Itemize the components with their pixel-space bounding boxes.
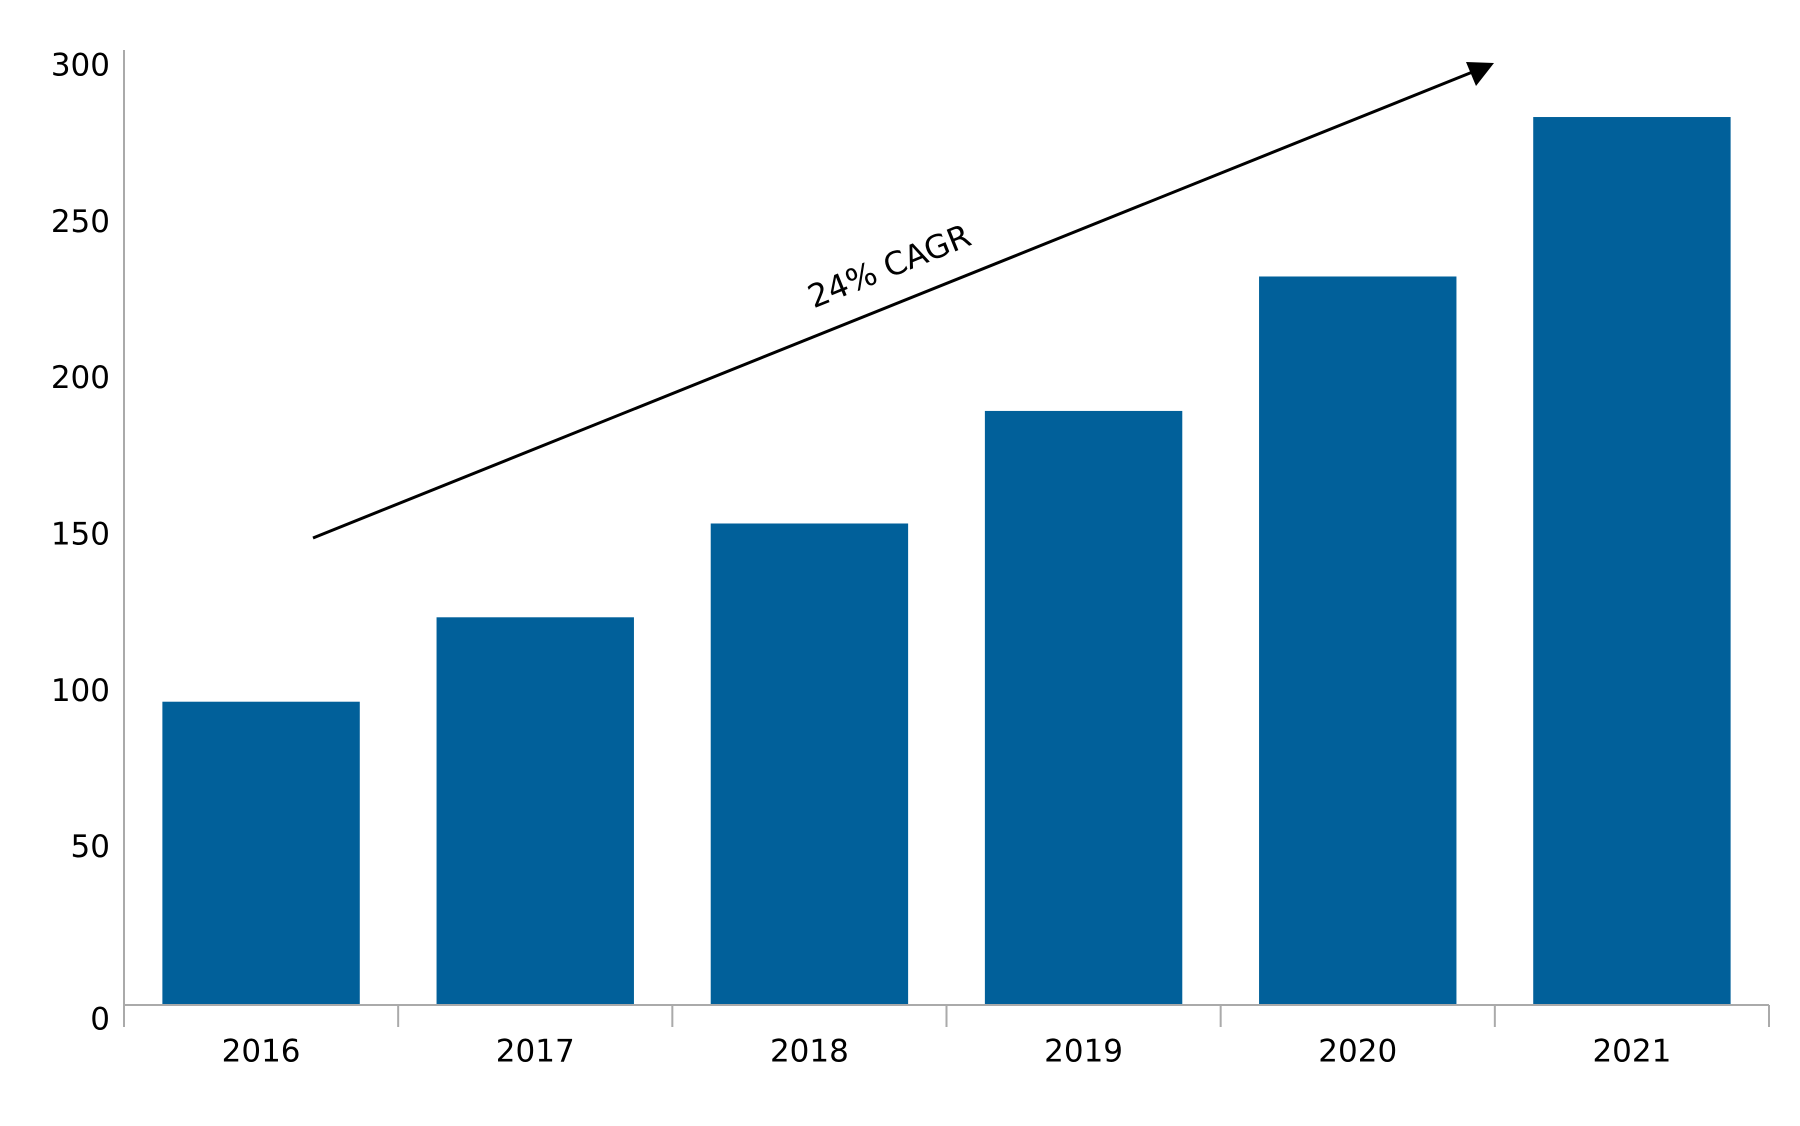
bar	[162, 701, 360, 1005]
y-tick-label: 200	[51, 360, 110, 396]
annotation: 24% CAGR	[802, 216, 976, 316]
x-tick-label: 2020	[1318, 1034, 1397, 1070]
bar	[1533, 117, 1731, 1005]
y-tick-label: 0	[90, 1002, 110, 1038]
arrow-head	[1466, 62, 1494, 86]
y-tick-label: 300	[51, 48, 110, 84]
x-tick-label: 2018	[770, 1034, 849, 1070]
bar	[710, 523, 909, 1005]
y-tick-label: 50	[71, 829, 110, 865]
bar	[436, 617, 634, 1005]
x-tick-label: 2016	[222, 1034, 301, 1070]
x-tick-label: 2021	[1592, 1034, 1671, 1070]
bar	[1259, 276, 1457, 1005]
y-tick-label: 100	[51, 673, 110, 709]
bar	[984, 410, 1183, 1005]
trend-arrow	[312, 67, 1481, 540]
x-tick-label: 2017	[496, 1034, 575, 1070]
x-tick-label: 2019	[1044, 1034, 1123, 1070]
y-tick-label: 250	[51, 204, 110, 240]
y-tick-label: 150	[51, 517, 110, 553]
